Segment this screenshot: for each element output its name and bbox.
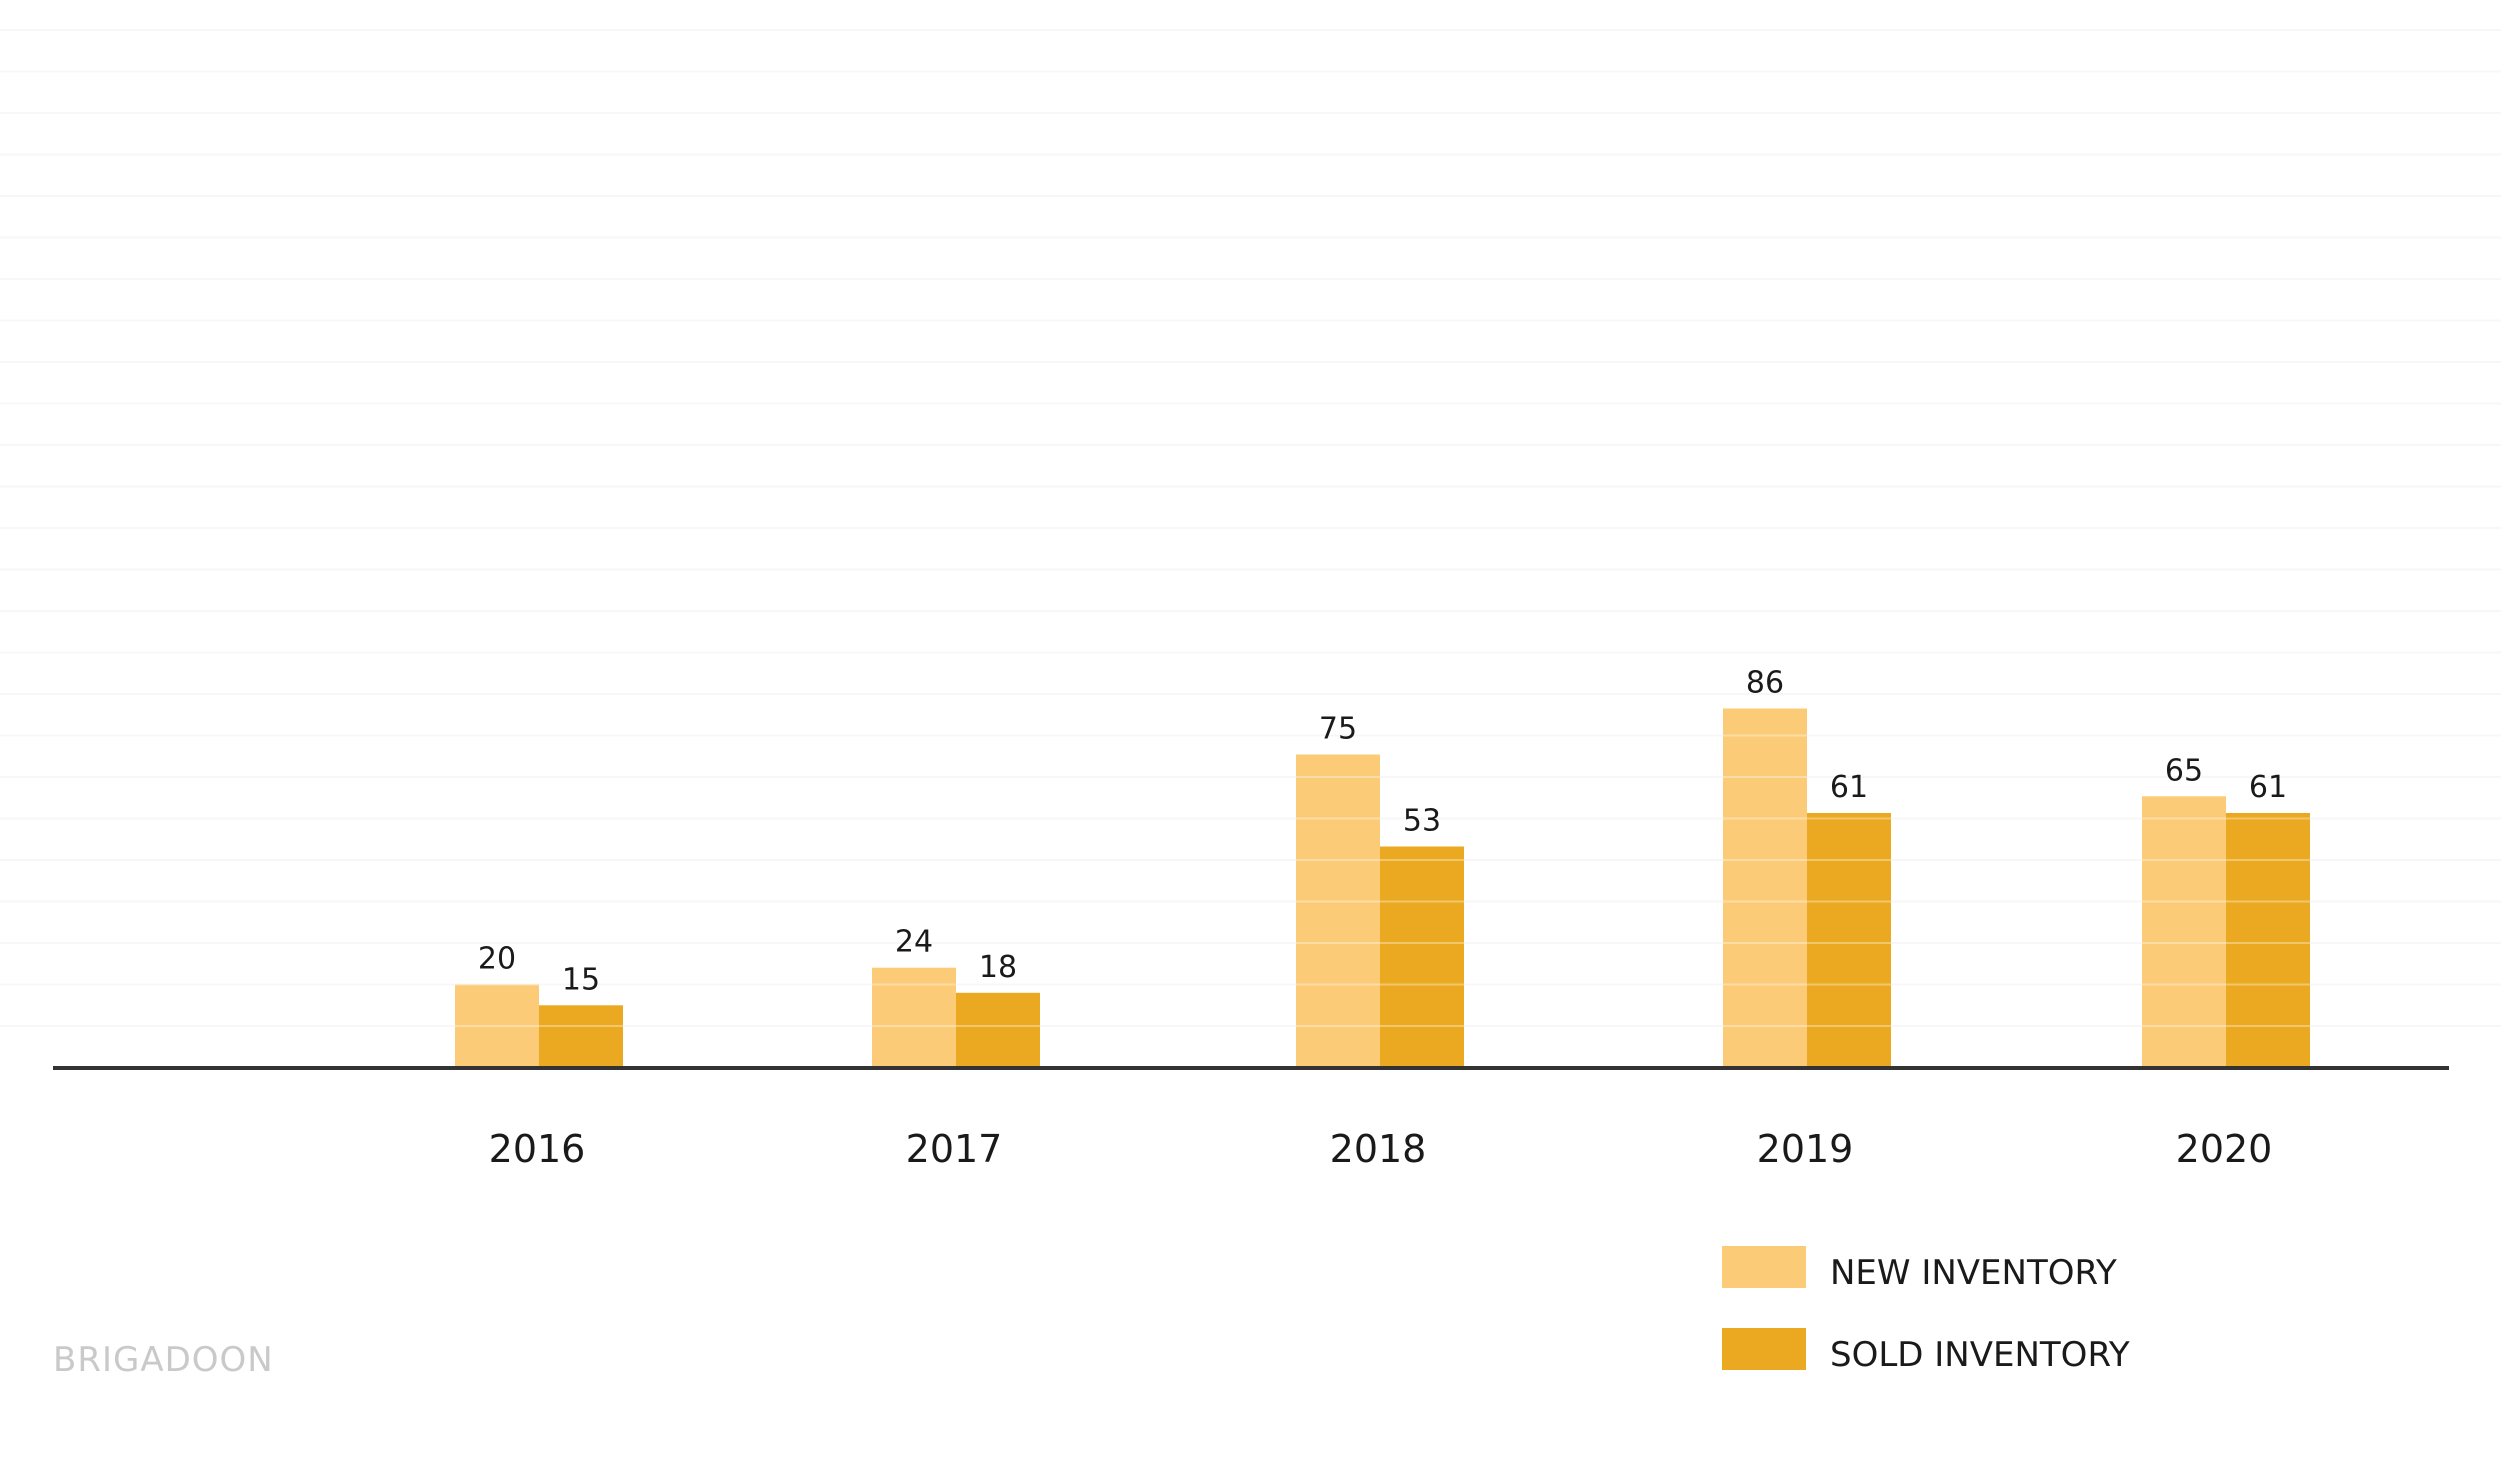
legend-swatch-new — [1722, 1246, 1806, 1288]
bar-sold-2019 — [1807, 813, 1891, 1068]
bar-sold-2017 — [956, 992, 1040, 1068]
data-label-sold-2017: 18 — [979, 950, 1017, 985]
data-labels: 20 15 24 18 75 53 86 61 65 61 — [478, 666, 2287, 998]
data-label-new-2016: 20 — [478, 941, 516, 976]
data-label-new-2020: 65 — [2165, 753, 2203, 788]
bar-new-2019 — [1723, 708, 1807, 1068]
tick-label-2020: 2020 — [2176, 1127, 2273, 1171]
gridlines — [0, 29, 2501, 1027]
data-label-sold-2016: 15 — [562, 962, 600, 997]
data-label-sold-2020: 61 — [2249, 770, 2287, 805]
bar-new-2018 — [1296, 754, 1380, 1068]
bar-sold-2016 — [539, 1005, 623, 1068]
legend-label-new: NEW INVENTORY — [1830, 1253, 2117, 1293]
bar-new-2017 — [872, 967, 956, 1068]
tick-label-2018: 2018 — [1330, 1127, 1427, 1171]
tick-label-2019: 2019 — [1757, 1127, 1854, 1171]
tick-label-2017: 2017 — [906, 1127, 1003, 1171]
legend: NEW INVENTORY SOLD INVENTORY — [1722, 1246, 2130, 1375]
data-label-sold-2018: 53 — [1403, 804, 1441, 839]
data-label-sold-2019: 61 — [1830, 770, 1868, 805]
bar-new-2016 — [455, 984, 539, 1068]
data-label-new-2017: 24 — [895, 925, 933, 960]
brand-watermark: BRIGADOON — [53, 1340, 274, 1380]
legend-swatch-sold — [1722, 1328, 1806, 1370]
bar-new-2020 — [2142, 796, 2226, 1068]
data-label-new-2019: 86 — [1746, 666, 1784, 701]
bars — [0, 29, 2501, 1068]
bar-sold-2020 — [2226, 813, 2310, 1068]
x-axis-tick-labels: 2016 2017 2018 2019 2020 — [489, 1127, 2273, 1171]
bar-sold-2018 — [1380, 846, 1464, 1068]
legend-label-sold: SOLD INVENTORY — [1830, 1335, 2130, 1375]
tick-label-2016: 2016 — [489, 1127, 586, 1171]
data-label-new-2018: 75 — [1319, 712, 1357, 747]
